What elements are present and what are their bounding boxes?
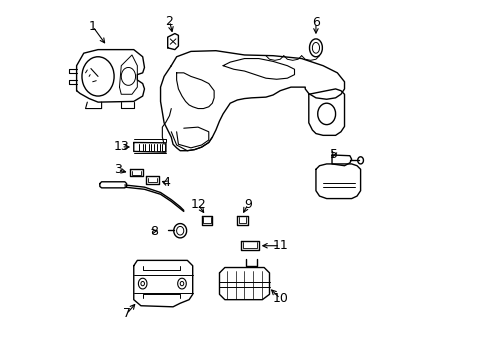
Text: 3: 3 [114,163,122,176]
Text: 2: 2 [165,14,173,27]
Text: 1: 1 [88,20,97,33]
Text: 12: 12 [190,198,205,211]
Text: 6: 6 [311,16,319,29]
Text: 13: 13 [113,140,129,153]
Text: 10: 10 [272,292,287,305]
Text: 8: 8 [150,225,158,238]
Text: 7: 7 [122,307,130,320]
Text: 9: 9 [244,198,251,211]
Text: 4: 4 [162,176,169,189]
Text: 5: 5 [329,148,337,161]
Text: 11: 11 [272,239,287,252]
